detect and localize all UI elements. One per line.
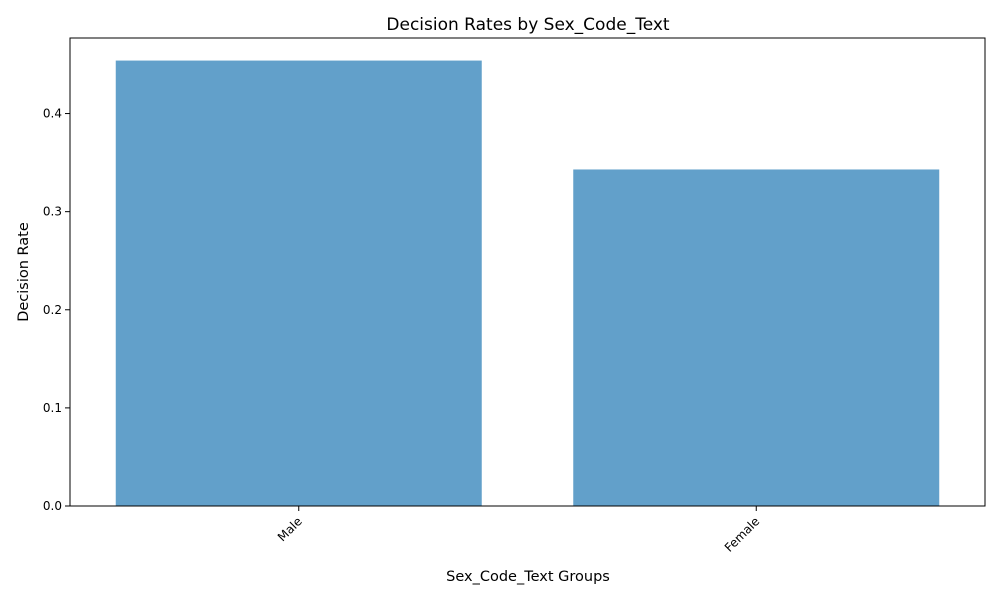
y-tick-label: 0.3 <box>43 205 62 219</box>
x-tick-label-female: Female <box>722 514 763 555</box>
y-tick-label: 0.4 <box>43 107 62 121</box>
x-tick-label-male: Male <box>275 514 305 544</box>
chart-title: Decision Rates by Sex_Code_Text <box>386 15 670 35</box>
y-axis-label: Decision Rate <box>16 222 32 322</box>
y-tick-label: 0.0 <box>43 499 62 513</box>
plot-area: Male Female 0.0 0.1 0.2 0.3 0.4 <box>43 37 986 555</box>
plot-frame <box>69 37 986 507</box>
y-tick-label: 0.1 <box>43 401 62 415</box>
bar-female <box>573 169 940 507</box>
bar-male <box>115 60 482 506</box>
y-tick-label: 0.2 <box>43 303 62 317</box>
x-axis-label: Sex_Code_Text Groups <box>446 569 610 585</box>
